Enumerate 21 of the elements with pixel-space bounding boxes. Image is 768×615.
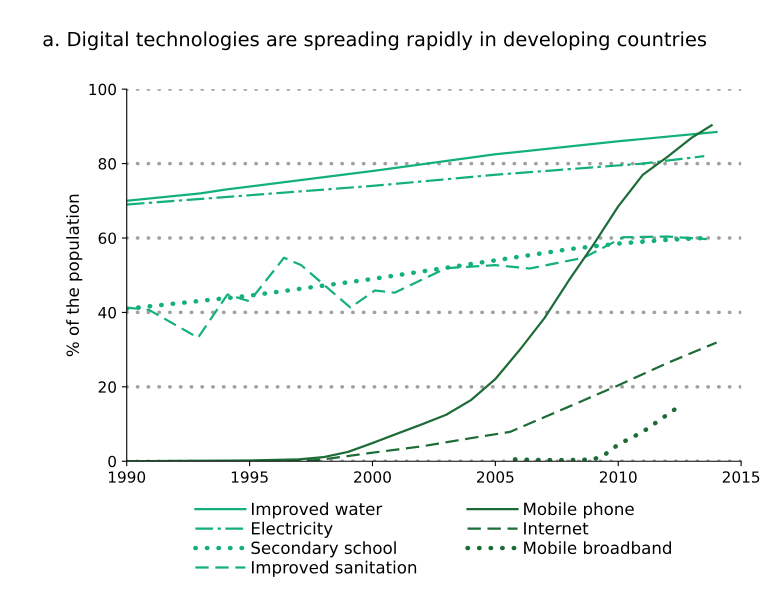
x-tick-label: 1995 [232,471,268,483]
x-tick-label: 2010 [600,471,637,483]
chart-title: a. Digital technologies are spreading rapidly in developing countries [43,31,706,50]
legend-label: Electricity [252,522,333,538]
x-tick-label: 2005 [477,471,514,483]
legend-label: Mobile phone [524,502,634,518]
x-tick-label: 2015 [722,471,760,483]
y-tick-label: 20 [98,381,116,393]
y-axis-title: % of the population [66,194,82,356]
legend-label: Secondary school [251,541,396,558]
x-tick-label: 2000 [354,471,391,483]
y-tick-label: 40 [98,306,116,318]
legend-label: Improved sanitation [252,560,416,577]
y-tick-label: 60 [98,232,116,244]
x-tick-label: 1990 [108,471,146,483]
y-tick-label: 0 [108,456,116,468]
legend-label: Improved water [252,502,382,518]
legend-label: Mobile broadband [524,541,671,554]
y-tick-label: 100 [90,84,116,96]
y-tick-label: 80 [98,158,116,170]
legend-label: Internet [524,522,588,535]
